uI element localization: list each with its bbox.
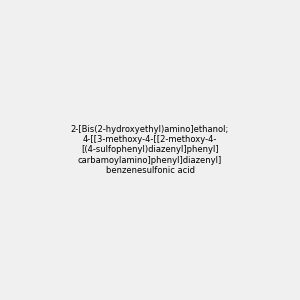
Text: 2-[Bis(2-hydroxyethyl)amino]ethanol;
4-[[3-methoxy-4-[[2-methoxy-4-
[(4-sulfophe: 2-[Bis(2-hydroxyethyl)amino]ethanol; 4-[… [71, 125, 229, 175]
